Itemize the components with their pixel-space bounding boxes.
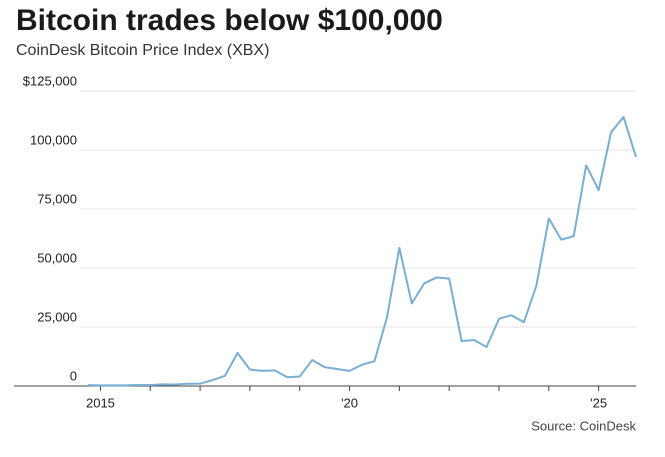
y-tick-label: 25,000 — [37, 309, 77, 324]
y-tick-label: 0 — [70, 368, 77, 383]
price-line — [87, 115, 637, 387]
y-tick-label: 75,000 — [37, 191, 77, 206]
y-tick-label: 50,000 — [37, 250, 77, 265]
source-note: Source: CoinDesk — [531, 418, 636, 433]
chart-subtitle: CoinDesk Bitcoin Price Index (XBX) — [16, 42, 269, 59]
x-tick-label: 2015 — [86, 395, 115, 410]
y-tick-label: $125,000 — [23, 73, 77, 88]
y-tick-label: 100,000 — [30, 132, 77, 147]
x-tick-label: '25 — [590, 395, 607, 410]
chart-title: Bitcoin trades below $100,000 — [16, 4, 443, 37]
x-tick-label: '20 — [341, 395, 358, 410]
